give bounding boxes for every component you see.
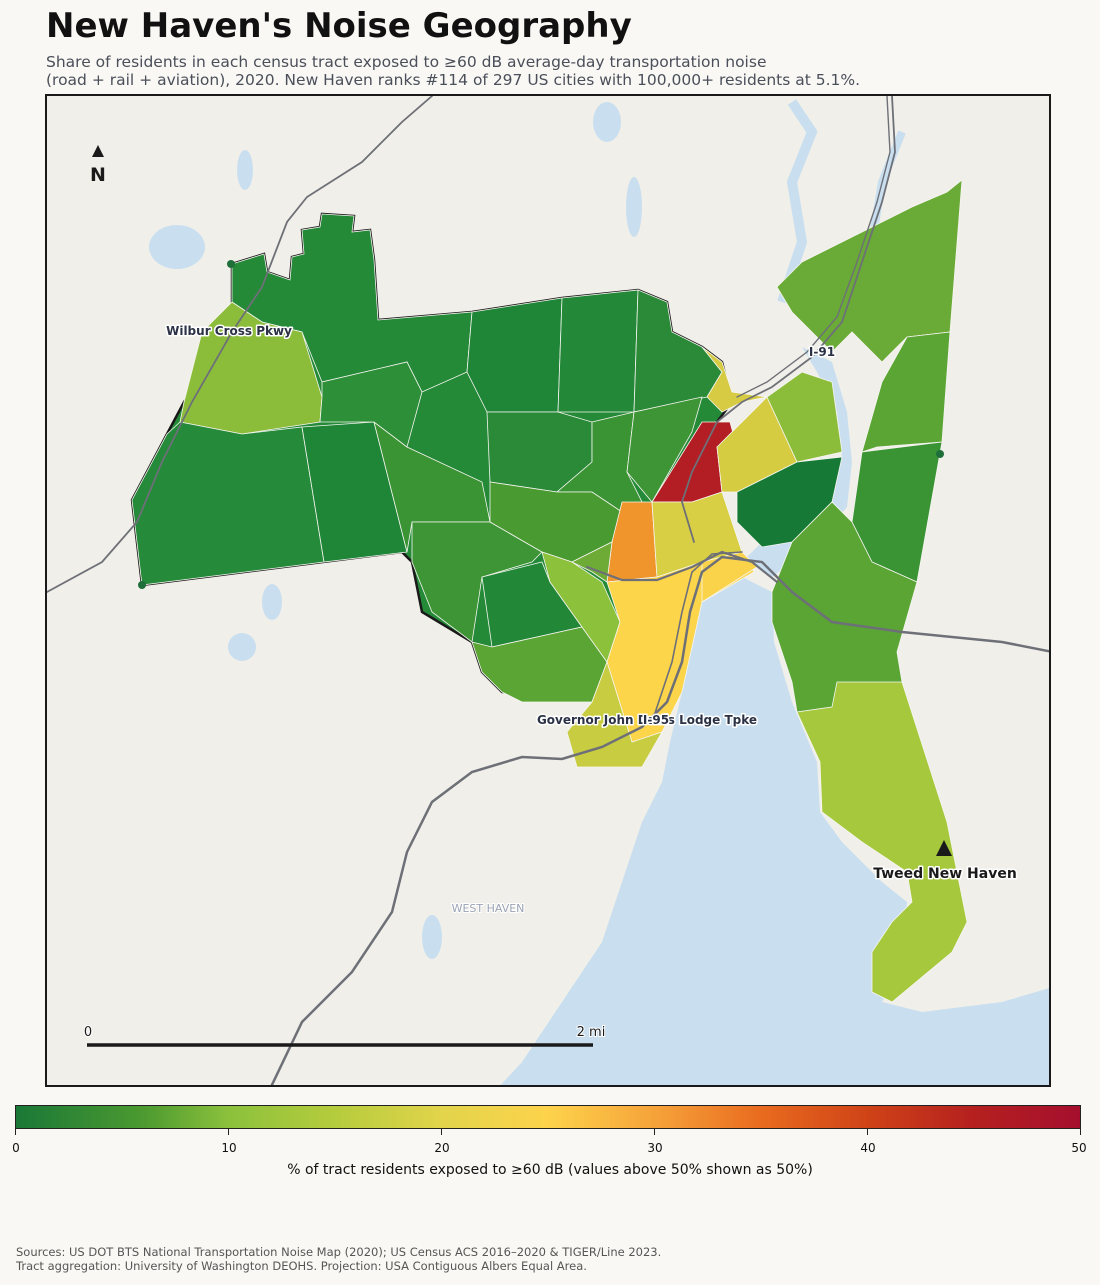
scalebar-start: 0 bbox=[84, 1025, 92, 1040]
pond-5 bbox=[262, 584, 282, 620]
scalebar-end: 2 mi bbox=[577, 1025, 606, 1040]
boundary-point-2 bbox=[138, 581, 146, 589]
colorbar-tick-0 bbox=[15, 1129, 16, 1135]
tract-westville-north[interactable] bbox=[231, 213, 473, 393]
tract-prospect-hill[interactable] bbox=[557, 289, 639, 413]
pond-6 bbox=[228, 633, 256, 661]
harbor-water bbox=[500, 577, 1049, 1085]
census-tracts bbox=[131, 179, 968, 1003]
colorbar-label: 30 bbox=[647, 1141, 663, 1155]
label-tweed-airport: Tweed New Haven bbox=[873, 866, 1017, 882]
colorbar-label: 50 bbox=[1071, 1141, 1087, 1155]
subtitle-line-1: Share of residents in each census tract … bbox=[46, 53, 767, 71]
sources-line-2: Tract aggregation: University of Washing… bbox=[16, 1258, 587, 1273]
boundary-point-3 bbox=[936, 450, 944, 458]
tract-beaver-hills[interactable] bbox=[319, 361, 423, 448]
colorbar-label: 40 bbox=[860, 1141, 876, 1155]
colorbar-tick-40 bbox=[867, 1129, 868, 1135]
pond-3 bbox=[626, 177, 642, 237]
pond-4 bbox=[593, 102, 621, 142]
tract-tweed[interactable] bbox=[796, 681, 968, 1003]
label-i95: I-95 bbox=[643, 713, 669, 727]
label-wilbur-cross: Wilbur Cross Pkwy bbox=[166, 324, 292, 338]
subtitle: Share of residents in each census tract … bbox=[46, 53, 1086, 89]
colorbar-tick-10 bbox=[228, 1129, 229, 1135]
roads bbox=[47, 96, 1049, 1085]
tract-newhallville[interactable] bbox=[466, 297, 563, 413]
label-west-haven: WEST HAVEN bbox=[452, 902, 525, 915]
colorbar-tick-50 bbox=[1080, 1129, 1081, 1135]
sources-line-1: Sources: US DOT BTS National Transportat… bbox=[16, 1245, 662, 1259]
label-governor-lodge: Governor John Davis Lodge Tpke bbox=[537, 713, 757, 727]
colorbar-label: 0 bbox=[12, 1141, 20, 1155]
colorbar-tick-30 bbox=[654, 1129, 655, 1135]
tract-east-shore-north[interactable] bbox=[861, 331, 951, 453]
tract-wilbur-cross[interactable] bbox=[179, 301, 323, 435]
colorbar-label: 20 bbox=[434, 1141, 450, 1155]
subtitle-line-2: (road + rail + aviation), 2020. New Have… bbox=[46, 71, 861, 89]
pond-1 bbox=[149, 225, 205, 269]
colorbar-tick-20 bbox=[441, 1129, 442, 1135]
tract-west-rock[interactable] bbox=[131, 421, 325, 586]
page-title: New Haven's Noise Geography bbox=[46, 6, 632, 46]
rail-line bbox=[651, 551, 743, 723]
pond-7 bbox=[422, 915, 442, 959]
airport-marker[interactable] bbox=[936, 840, 952, 856]
north-river bbox=[777, 99, 818, 304]
colorbar bbox=[15, 1105, 1081, 1129]
wilbur-cross-pkwy bbox=[47, 96, 433, 593]
colorbar-label: 10 bbox=[221, 1141, 237, 1155]
sources: Sources: US DOT BTS National Transportat… bbox=[16, 1245, 662, 1273]
label-i91: I-91 bbox=[809, 345, 835, 359]
tract-harbor-south[interactable] bbox=[566, 660, 663, 768]
pond-2 bbox=[237, 150, 253, 190]
tract-downtown-north[interactable] bbox=[626, 396, 703, 503]
map-frame[interactable]: N Wilbur Cross Pkwy I-91 Governor John D… bbox=[45, 94, 1051, 1087]
north-label: N bbox=[90, 164, 106, 186]
tract-quinnipiac-west[interactable] bbox=[766, 371, 843, 463]
ramp bbox=[585, 550, 779, 584]
boundary-point-1 bbox=[227, 260, 235, 268]
north-arrow-icon bbox=[92, 145, 104, 157]
map-svg: N Wilbur Cross Pkwy I-91 Governor John D… bbox=[47, 96, 1049, 1085]
i91-road bbox=[681, 96, 896, 543]
colorbar-title: % of tract residents exposed to ≥60 dB (… bbox=[287, 1162, 813, 1178]
i91-road-2 bbox=[736, 96, 891, 398]
tract-city-point[interactable] bbox=[606, 551, 755, 743]
